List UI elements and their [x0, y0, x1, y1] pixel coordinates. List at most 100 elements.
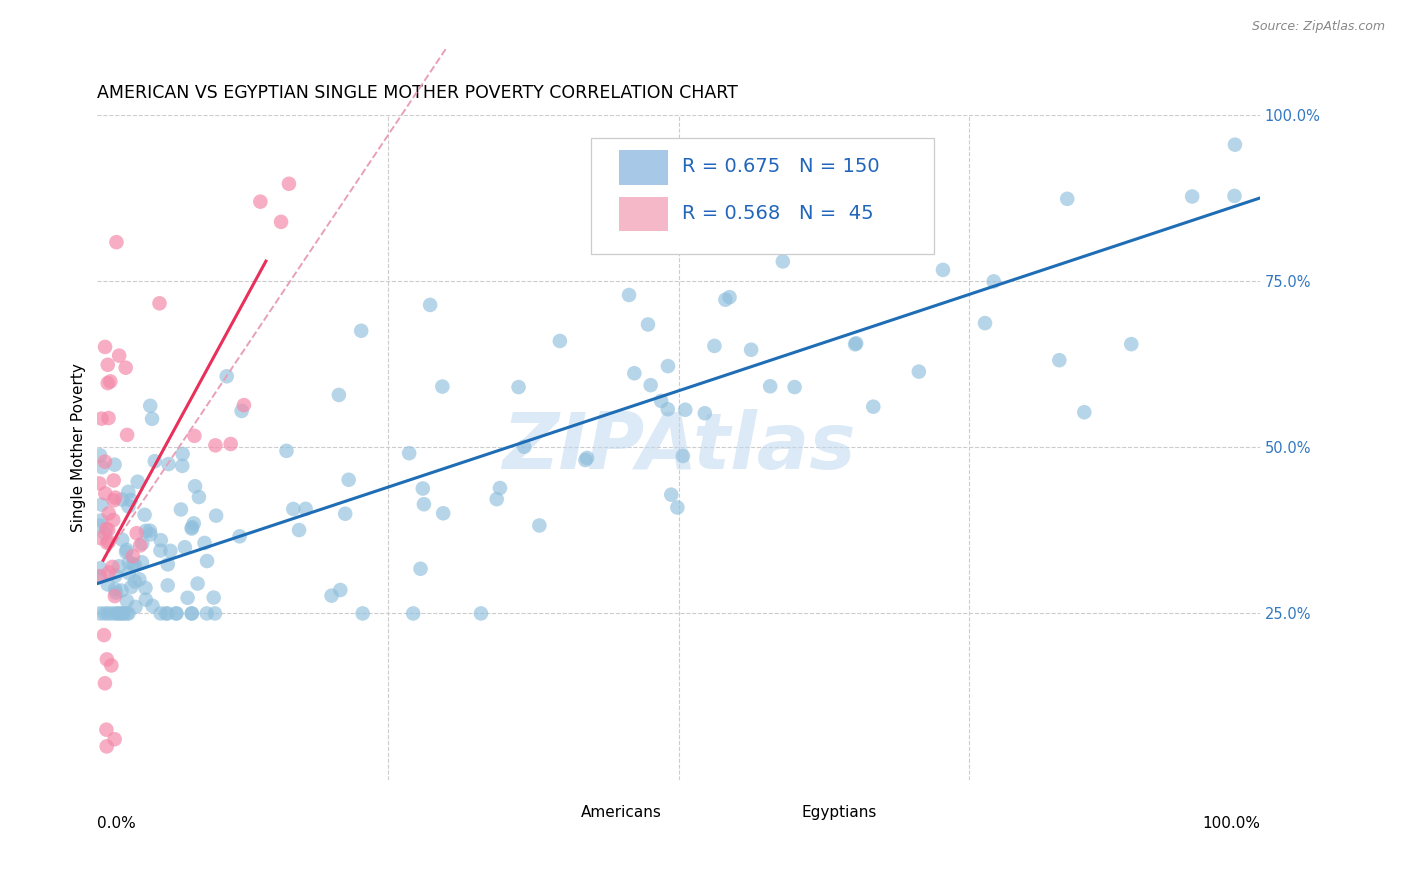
Point: [673, 402, 696, 417]
Point: [205, 508, 228, 523]
Point: [321, 589, 343, 603]
Point: [111, 492, 134, 507]
Point: [640, 378, 662, 392]
Point: [122, 549, 145, 564]
Point: [127, 475, 149, 489]
Point: [94, 455, 117, 469]
Point: [120, 580, 142, 594]
Point: [103, 493, 125, 508]
Point: [329, 582, 352, 597]
Point: [288, 523, 311, 537]
Point: [139, 527, 162, 541]
Point: [270, 215, 292, 229]
Point: [228, 529, 250, 543]
Point: [650, 393, 672, 408]
Point: [104, 458, 127, 472]
Point: [104, 491, 127, 505]
Point: [703, 339, 725, 353]
Point: [335, 507, 357, 521]
Point: [155, 607, 177, 621]
Point: [983, 274, 1005, 288]
Point: [328, 388, 350, 402]
Point: [141, 599, 163, 613]
Point: [104, 607, 127, 621]
Point: [783, 380, 806, 394]
Point: [143, 454, 166, 468]
Point: [204, 607, 226, 621]
Point: [932, 263, 955, 277]
Point: [283, 502, 305, 516]
Point: [172, 458, 194, 473]
Text: Americans: Americans: [581, 805, 662, 820]
Point: [181, 520, 204, 534]
Point: [97, 607, 120, 621]
Point: [170, 502, 193, 516]
Text: R = 0.568   N =  45: R = 0.568 N = 45: [682, 203, 873, 223]
Point: [94, 486, 117, 500]
Point: [672, 449, 695, 463]
Point: [232, 398, 254, 412]
Point: [183, 516, 205, 531]
Point: [104, 585, 127, 599]
Point: [974, 316, 997, 330]
FancyBboxPatch shape: [620, 196, 668, 231]
Point: [114, 360, 136, 375]
Text: AMERICAN VS EGYPTIAN SINGLE MOTHER POVERTY CORRELATION CHART: AMERICAN VS EGYPTIAN SINGLE MOTHER POVER…: [97, 84, 738, 103]
Point: [118, 555, 141, 569]
Point: [156, 607, 179, 621]
Y-axis label: Single Mother Poverty: Single Mother Poverty: [72, 363, 86, 532]
Point: [89, 448, 111, 462]
Point: [124, 574, 146, 589]
Point: [740, 343, 762, 357]
Point: [1073, 405, 1095, 419]
Point: [96, 739, 118, 754]
Point: [97, 523, 120, 537]
Point: [103, 513, 125, 527]
Text: 0.0%: 0.0%: [97, 816, 136, 831]
Point: [402, 607, 425, 621]
Point: [111, 533, 134, 547]
Point: [115, 594, 138, 608]
Point: [432, 379, 454, 393]
Point: [180, 607, 202, 621]
Point: [90, 531, 112, 545]
Point: [97, 566, 120, 580]
Point: [120, 492, 142, 507]
Point: [529, 518, 551, 533]
Point: [131, 555, 153, 569]
Point: [125, 526, 148, 541]
Point: [231, 404, 253, 418]
Point: [337, 473, 360, 487]
Point: [759, 379, 782, 393]
Point: [90, 498, 112, 512]
Point: [659, 488, 682, 502]
Point: [96, 723, 118, 737]
Point: [148, 296, 170, 310]
Point: [122, 557, 145, 571]
Point: [166, 607, 188, 621]
Point: [96, 536, 118, 550]
Point: [1056, 192, 1078, 206]
Point: [617, 288, 640, 302]
Text: Egyptians: Egyptians: [801, 805, 877, 820]
Point: [219, 437, 242, 451]
Point: [89, 607, 111, 621]
Point: [97, 411, 120, 425]
Point: [89, 569, 111, 583]
Point: [693, 406, 716, 420]
Point: [115, 607, 138, 621]
Point: [124, 599, 146, 614]
Point: [862, 400, 884, 414]
Point: [714, 293, 737, 307]
Point: [97, 376, 120, 390]
Point: [97, 534, 120, 549]
Point: [134, 508, 156, 522]
Point: [666, 500, 689, 515]
Point: [657, 359, 679, 373]
Point: [108, 349, 131, 363]
Point: [1047, 353, 1070, 368]
Point: [657, 402, 679, 417]
Point: [93, 628, 115, 642]
Point: [184, 479, 207, 493]
Point: [187, 576, 209, 591]
